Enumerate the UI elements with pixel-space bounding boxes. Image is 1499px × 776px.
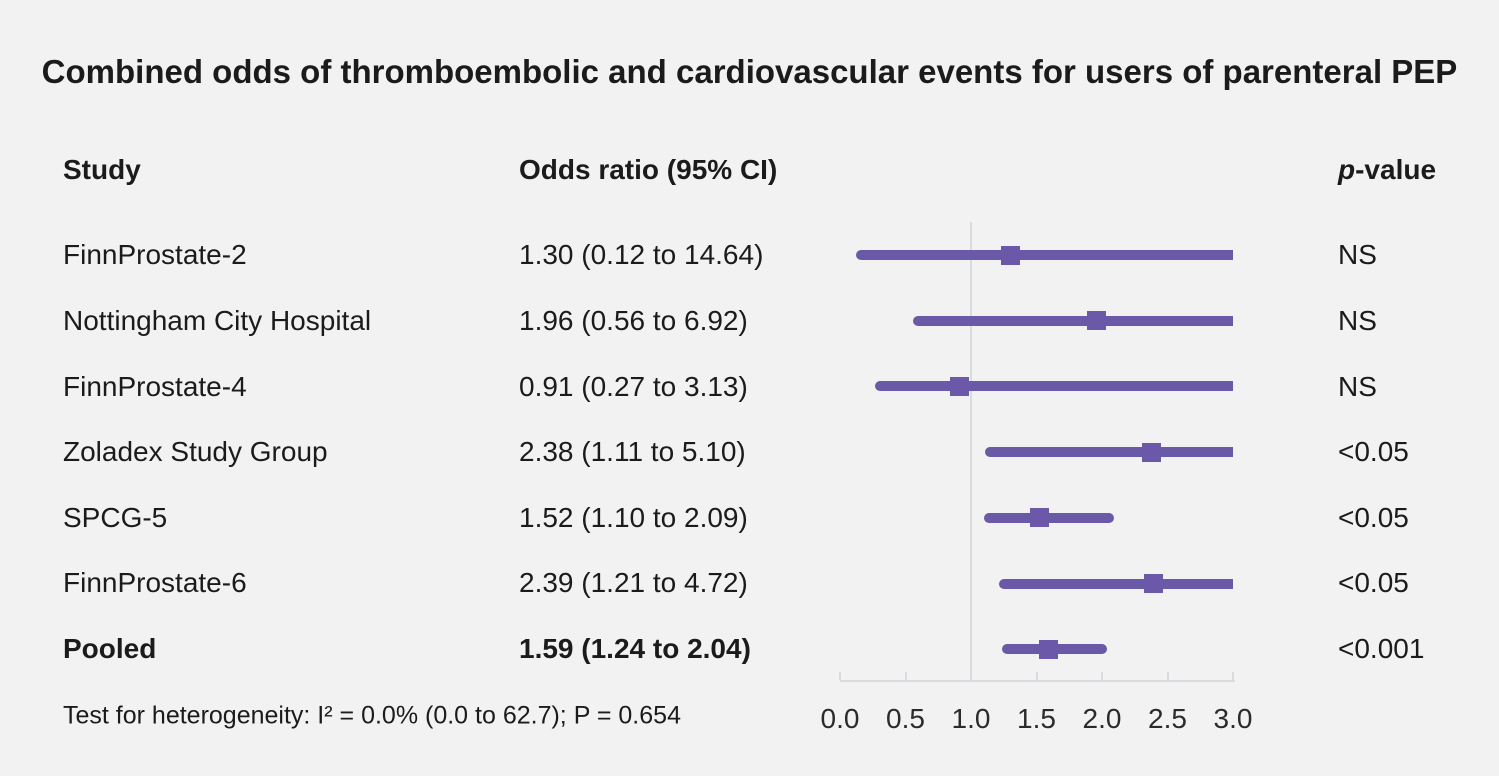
heterogeneity-footnote: Test for heterogeneity: I² = 0.0% (0.0 t… xyxy=(63,701,681,730)
ci-line xyxy=(855,250,1233,260)
x-axis-tick-label: 2.0 xyxy=(1082,703,1122,734)
p-value-label: <0.05 xyxy=(1338,502,1409,533)
study-label: FinnProstate-6 xyxy=(63,567,247,598)
p-value-label: <0.05 xyxy=(1338,436,1409,467)
point-estimate-marker xyxy=(1087,311,1107,331)
odds-ratio-label: 1.59 (1.24 to 2.04) xyxy=(519,633,751,664)
x-axis-tick xyxy=(904,672,907,680)
study-label: SPCG-5 xyxy=(63,502,168,533)
point-estimate-marker xyxy=(1143,574,1163,593)
study-column-header: Study xyxy=(63,154,141,185)
study-label: Nottingham City Hospital xyxy=(63,305,372,336)
study-label: Pooled xyxy=(63,633,157,664)
x-axis-tick-label: 2.5 xyxy=(1148,703,1187,734)
p-value-label: NS xyxy=(1338,371,1377,402)
x-axis-tick xyxy=(1035,672,1038,680)
p-value-column-header: p-value xyxy=(1338,154,1436,186)
study-label: Zoladex Study Group xyxy=(63,436,328,467)
odds-ratio-label: 0.91 (0.27 to 3.13) xyxy=(519,371,748,402)
point-estimate-marker xyxy=(1029,508,1049,528)
x-axis-line xyxy=(840,680,1235,682)
x-axis-tick xyxy=(839,672,841,680)
p-value-header-italic-p: p xyxy=(1338,154,1356,185)
odds-ratio-label: 1.30 (0.12 to 14.64) xyxy=(519,239,764,270)
odds-ratio-column-header: Odds ratio (95% CI) xyxy=(519,154,778,185)
x-axis-tick-label: 0.0 xyxy=(820,703,860,734)
point-estimate-marker xyxy=(1038,639,1058,659)
x-axis-tick xyxy=(970,672,972,680)
x-axis-tick xyxy=(1101,672,1103,680)
chart-title: Combined odds of thromboembolic and card… xyxy=(41,53,1458,90)
point-estimate-marker xyxy=(1000,245,1020,265)
p-value-header-rest: -value xyxy=(1355,154,1437,185)
x-axis-tick-label: 3.0 xyxy=(1213,703,1253,734)
x-axis-tick-label: 1.0 xyxy=(951,703,991,734)
p-value-label: NS xyxy=(1338,239,1377,270)
x-axis-tick-label: 0.5 xyxy=(886,703,925,734)
ci-line xyxy=(875,381,1233,392)
point-estimate-marker xyxy=(1142,442,1162,462)
odds-ratio-label: 2.38 (1.11 to 5.10) xyxy=(519,436,746,467)
study-label: FinnProstate-2 xyxy=(63,239,247,270)
p-value-label: NS xyxy=(1338,305,1377,336)
p-value-label: <0.05 xyxy=(1338,567,1409,598)
point-estimate-marker xyxy=(949,376,969,396)
p-value-label: <0.001 xyxy=(1338,633,1425,664)
ci-line xyxy=(913,315,1233,326)
ci-line xyxy=(998,578,1233,589)
study-label: FinnProstate-4 xyxy=(63,371,247,402)
odds-ratio-label: 1.96 (0.56 to 6.92) xyxy=(519,305,748,336)
x-axis-tick-label: 1.5 xyxy=(1017,703,1056,734)
ci-line xyxy=(984,512,1114,523)
odds-ratio-label: 2.39 (1.21 to 4.72) xyxy=(519,567,748,598)
x-axis-tick xyxy=(1232,672,1234,680)
reference-line xyxy=(970,222,972,682)
odds-ratio-label: 1.52 (1.10 to 2.09) xyxy=(519,502,748,533)
ci-line xyxy=(985,447,1233,458)
x-axis-tick xyxy=(1166,672,1169,680)
